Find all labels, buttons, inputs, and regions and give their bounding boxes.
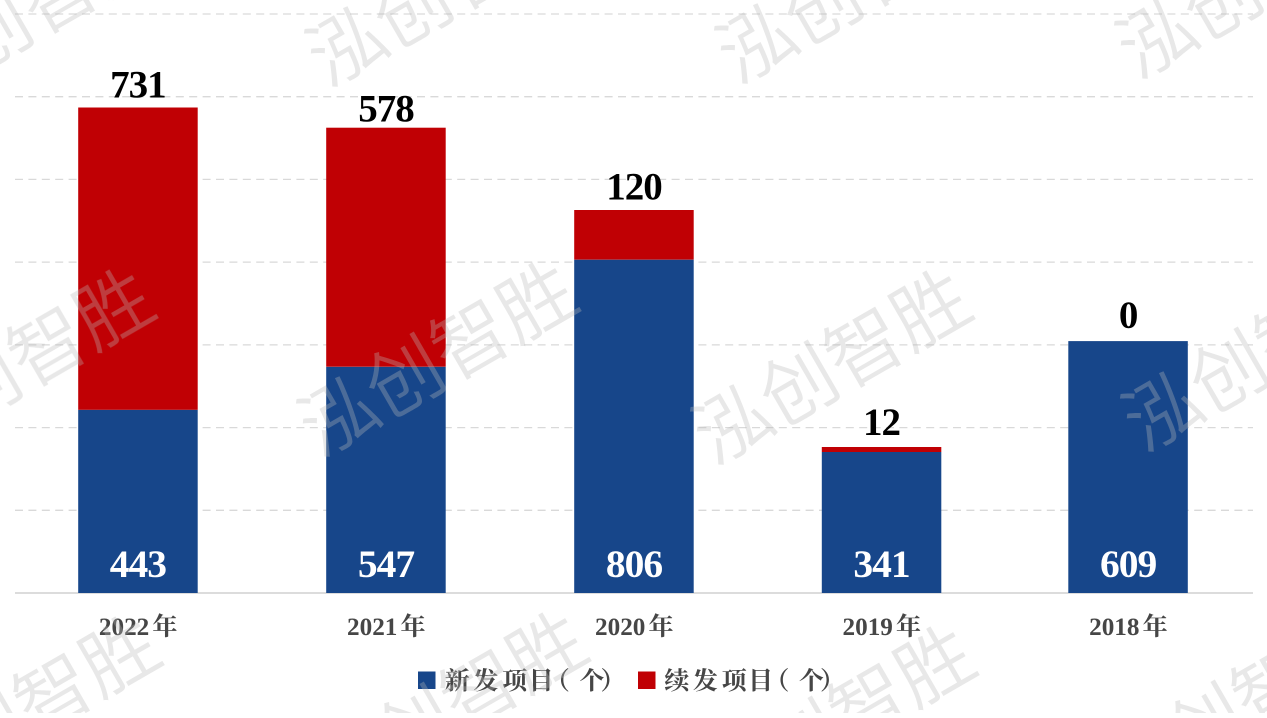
- svg-text:341: 341: [853, 542, 909, 586]
- svg-text:2018: 2018: [1089, 614, 1139, 641]
- svg-text:731: 731: [110, 64, 166, 107]
- svg-text:120: 120: [606, 165, 662, 208]
- svg-text:2020: 2020: [595, 614, 645, 641]
- svg-text:2019: 2019: [843, 614, 893, 641]
- svg-text:609: 609: [1100, 542, 1157, 586]
- svg-text:12: 12: [863, 401, 900, 444]
- svg-text:443: 443: [110, 542, 167, 586]
- svg-text:2021: 2021: [347, 614, 397, 641]
- svg-text:547: 547: [358, 542, 415, 586]
- svg-text:806: 806: [606, 542, 663, 586]
- svg-text:578: 578: [358, 87, 414, 130]
- svg-text:0: 0: [1119, 294, 1138, 337]
